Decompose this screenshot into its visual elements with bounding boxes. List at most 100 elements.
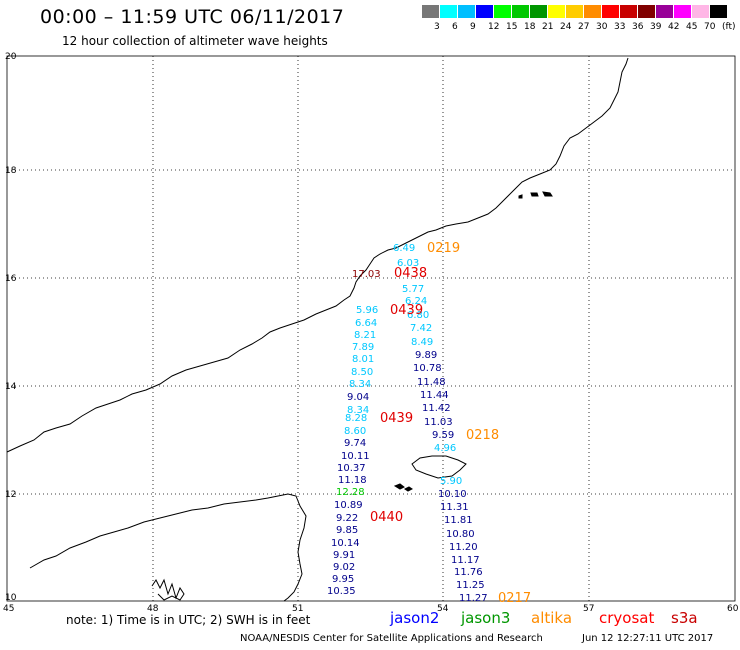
islet-cluster-east — [518, 191, 553, 199]
swh-reading: 9.95 — [332, 574, 354, 585]
swh-reading: 11.31 — [440, 502, 469, 513]
swh-reading: 9.02 — [333, 562, 355, 573]
y-tick-label: 20 — [5, 52, 17, 62]
swh-reading: 11.44 — [420, 390, 449, 401]
x-tick-label: 60 — [727, 604, 739, 614]
color-scale-swatch — [512, 5, 529, 18]
color-scale-swatch — [620, 5, 637, 18]
swh-reading: 9.74 — [344, 438, 366, 449]
swh-reading: 8.21 — [354, 330, 376, 341]
swh-reading: 9.59 — [432, 430, 454, 441]
color-scale-label: 36 — [632, 22, 644, 32]
color-scale-swatch — [440, 5, 457, 18]
swh-reading: 9.89 — [415, 350, 437, 361]
swh-reading: 11.42 — [422, 403, 451, 414]
color-scale-swatch — [638, 5, 655, 18]
swh-reading: 9.85 — [336, 525, 358, 536]
color-scale-label: 33 — [614, 22, 626, 32]
swh-reading: 10.11 — [341, 451, 370, 462]
color-scale-swatch — [494, 5, 511, 18]
swh-reading: 8.34 — [347, 405, 369, 416]
swh-reading: 10.37 — [337, 463, 366, 474]
color-scale-label: 30 — [596, 22, 608, 32]
swh-reading: 6.64 — [355, 318, 377, 329]
swh-reading: 7.42 — [410, 323, 432, 334]
y-tick-label: 14 — [5, 382, 17, 392]
pass-time-tag: 0440 — [370, 510, 403, 525]
color-scale-swatch — [530, 5, 547, 18]
color-scale-label: 70 — [704, 22, 716, 32]
map-frame — [6, 55, 736, 602]
pass-time-tag: 0438 — [394, 266, 427, 281]
color-scale-swatch — [656, 5, 673, 18]
color-scale-label: 3 — [434, 22, 440, 32]
color-scale-swatch — [548, 5, 565, 18]
swh-reading: 9.22 — [336, 513, 358, 524]
swh-reading: 8.49 — [411, 337, 433, 348]
color-scale-swatch — [566, 5, 583, 18]
swh-reading: 17.03 — [352, 269, 381, 280]
y-tick-label: 16 — [5, 274, 17, 284]
legend-jason3: jason3 — [461, 609, 511, 627]
swh-reading: 5.96 — [356, 305, 378, 316]
swh-reading: 10.89 — [334, 500, 363, 511]
coastal-scribble-southwest — [151, 578, 185, 601]
swh-reading: 7.89 — [352, 342, 374, 353]
swh-reading: 11.76 — [454, 567, 483, 578]
swh-reading: 10.80 — [446, 529, 475, 540]
coastline-south — [29, 493, 307, 602]
color-scale-label: (ft) — [722, 22, 736, 32]
color-scale-swatch — [692, 5, 709, 18]
color-scale-label: 45 — [686, 22, 698, 32]
color-scale-label: 21 — [542, 22, 554, 32]
y-tick-label: 12 — [5, 490, 16, 500]
y-tick-label: 18 — [5, 166, 17, 176]
color-scale-label: 15 — [506, 22, 518, 32]
x-tick-label: 45 — [3, 604, 14, 614]
pass-time-tag: 0219 — [427, 241, 460, 256]
swh-reading: 10.78 — [413, 363, 442, 374]
credit-line: NOAA/NESDIS Center for Satellite Applica… — [240, 633, 543, 644]
pass-time-tag: 0218 — [466, 428, 499, 443]
swh-reading: 11.20 — [449, 542, 478, 553]
swh-reading: 5.77 — [402, 284, 424, 295]
swh-reading: 8.60 — [344, 426, 366, 437]
legend-jason2: jason2 — [390, 609, 440, 627]
generated-timestamp: Jun 12 12:27:11 UTC 2017 — [582, 633, 714, 644]
color-scale-swatch — [674, 5, 691, 18]
swh-reading: 6.03 — [397, 258, 419, 269]
swh-reading: 4.96 — [434, 443, 456, 454]
color-scale-swatch — [422, 5, 439, 18]
color-scale-label: 9 — [470, 22, 476, 32]
map-title: 00:00 – 11:59 UTC 06/11/2017 — [40, 6, 345, 28]
footer-note: note: 1) Time is in UTC; 2) SWH is in fe… — [66, 613, 311, 627]
color-scale-swatch — [710, 5, 727, 18]
map-subtitle: 12 hour collection of altimeter wave hei… — [62, 34, 328, 48]
swh-reading: 5.90 — [440, 476, 462, 487]
color-scale-label: 12 — [488, 22, 500, 32]
swh-reading: 11.27 — [459, 593, 488, 604]
legend-s3a: s3a — [671, 609, 698, 627]
color-scale-swatch — [476, 5, 493, 18]
swh-reading: 9.04 — [347, 392, 369, 403]
swh-reading: 8.34 — [349, 379, 371, 390]
color-scale-label: 24 — [560, 22, 572, 32]
islet-small — [393, 483, 413, 492]
pass-time-tag: 0439 — [390, 303, 423, 318]
x-tick-label: 51 — [292, 604, 303, 614]
x-tick-label: 57 — [583, 604, 594, 614]
swh-reading: 8.28 — [345, 413, 367, 424]
legend-altika: altika — [531, 609, 573, 627]
x-tick-label: 48 — [147, 604, 159, 614]
color-scale-label: 39 — [650, 22, 662, 32]
y-tick-label: 10 — [5, 593, 17, 603]
color-scale-label: 42 — [668, 22, 680, 32]
color-scale-label: 6 — [452, 22, 458, 32]
graticule — [7, 56, 735, 601]
swh-reading: 8.01 — [352, 354, 374, 365]
island-socotra — [411, 455, 467, 479]
pass-time-tag: 0439 — [380, 411, 413, 426]
swh-reading: 6.80 — [407, 310, 429, 321]
pass-time-tag: 0217 — [498, 591, 531, 606]
swh-reading: 10.14 — [331, 538, 360, 549]
